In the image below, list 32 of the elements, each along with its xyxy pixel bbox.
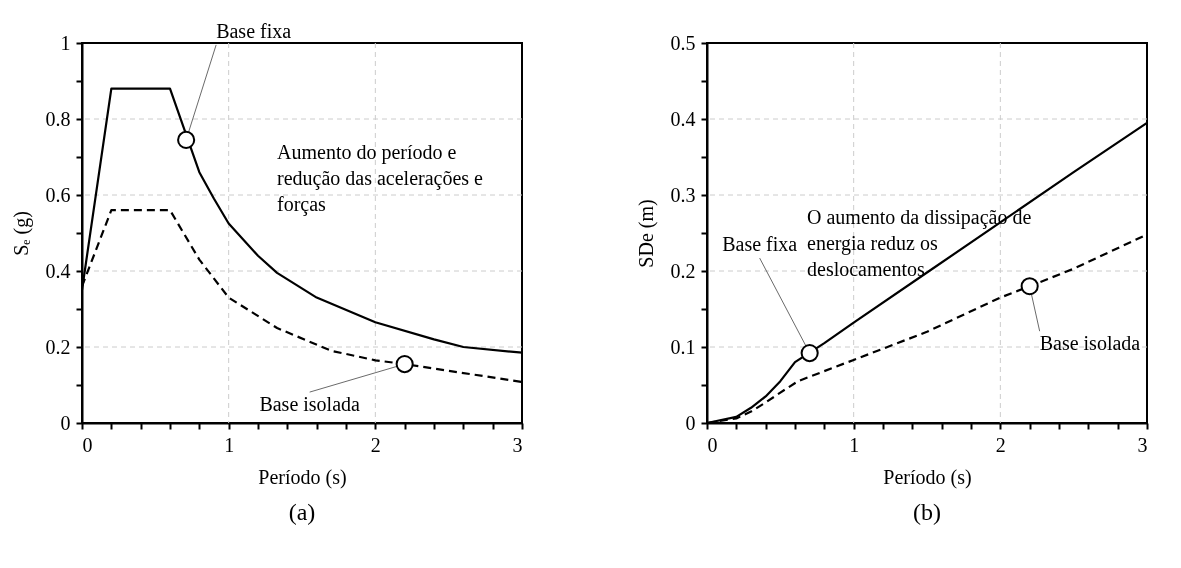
annotation: Base isolada bbox=[1039, 332, 1141, 355]
x-tick-label: 0 bbox=[707, 433, 718, 456]
annotation: O aumento da dissipação de energia reduz os deslocamentos bbox=[807, 206, 1032, 280]
y-tick-label: 0.6 bbox=[45, 183, 71, 206]
y-tick-label: 0.2 bbox=[670, 259, 696, 282]
y-tick-label: 0 bbox=[685, 411, 696, 434]
x-tick-label: 1 bbox=[224, 433, 235, 456]
y-tick-label: 0.5 bbox=[670, 31, 696, 54]
annotation: Base fixa bbox=[216, 19, 292, 42]
annotation: Base fixa bbox=[722, 233, 798, 256]
text: (b) bbox=[913, 499, 941, 525]
annotation: Base isolada bbox=[259, 393, 361, 416]
y-tick-label: 0.4 bbox=[45, 259, 71, 282]
y-tick-label: 1 bbox=[60, 31, 71, 54]
y-axis-title: SDe (m) bbox=[634, 199, 658, 268]
y-tick-label: 0.3 bbox=[670, 183, 696, 206]
x-tick-label: 1 bbox=[849, 433, 860, 456]
x-tick-label: 2 bbox=[370, 433, 381, 456]
x-axis-title: Período (s) bbox=[258, 465, 347, 489]
x-tick-label: 0 bbox=[82, 433, 93, 456]
x-tick-label: 3 bbox=[1137, 433, 1148, 456]
text: (a) bbox=[288, 499, 316, 525]
y-tick-label: 0.2 bbox=[45, 335, 71, 358]
x-tick-label: 2 bbox=[995, 433, 1006, 456]
y-tick-label: 0.4 bbox=[670, 107, 696, 130]
annotation: Aumento do período e redução das acelerações e forças bbox=[277, 141, 484, 216]
y-axis-title: Sₑ (g) bbox=[9, 211, 33, 256]
x-tick-label: 3 bbox=[512, 433, 523, 456]
y-tick-label: 0.8 bbox=[45, 107, 71, 130]
x-axis-title: Período (s) bbox=[883, 465, 972, 489]
y-tick-label: 0 bbox=[60, 411, 71, 434]
y-tick-label: 0.1 bbox=[670, 335, 696, 358]
